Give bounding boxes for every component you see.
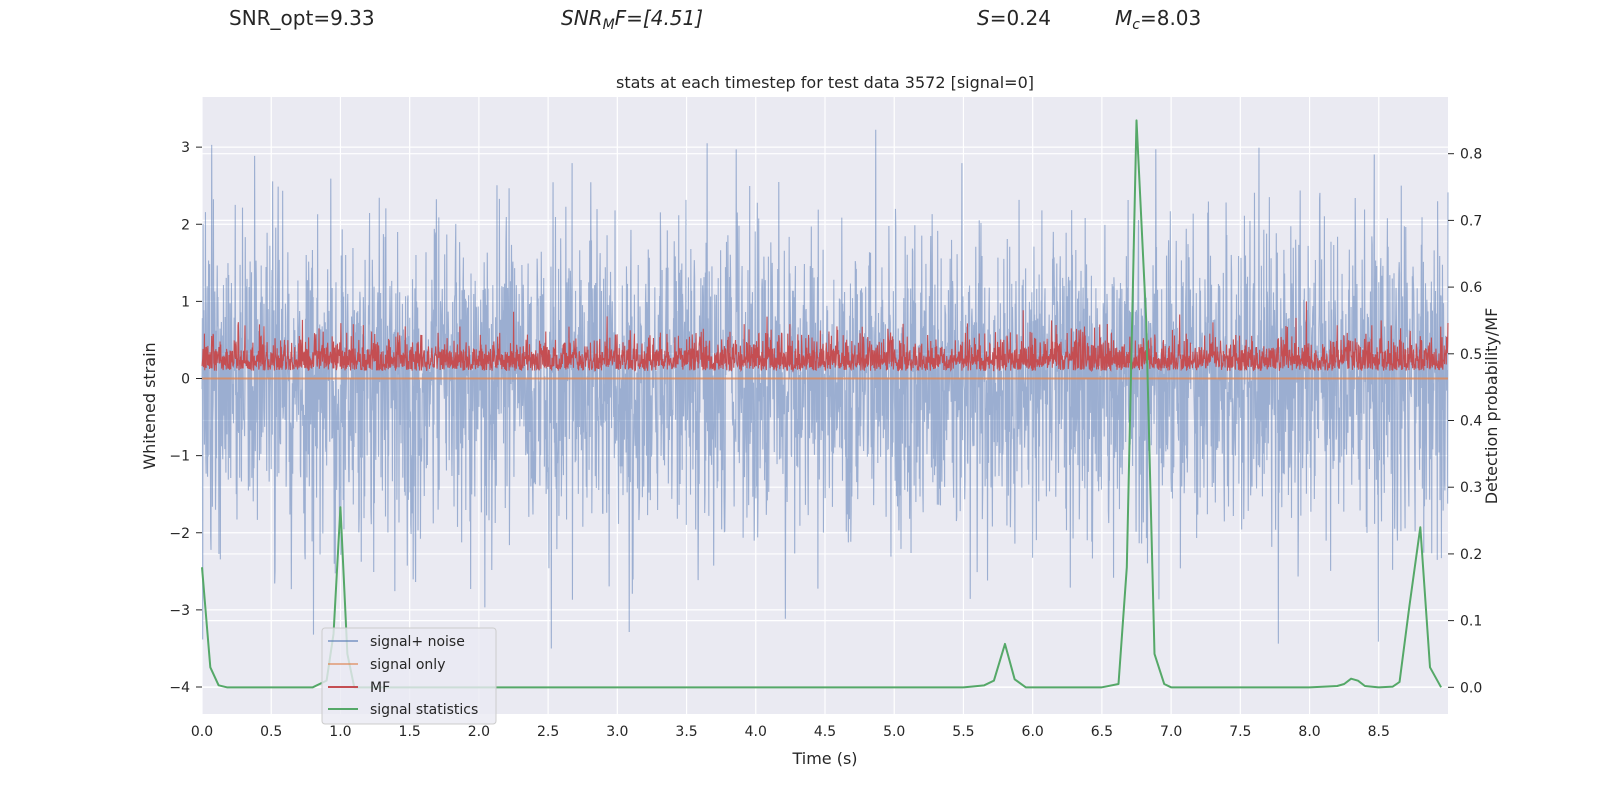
y2-tick-label: 0.5 bbox=[1460, 347, 1482, 363]
s-value: =0.24 bbox=[990, 6, 1051, 30]
chart-title: stats at each timestep for test data 357… bbox=[616, 73, 1034, 92]
y-tick-label: 2 bbox=[181, 217, 190, 233]
x-tick-label: 8.0 bbox=[1298, 724, 1320, 740]
y2-tick-label: 0.7 bbox=[1460, 213, 1482, 229]
y2-tick-label: 0.4 bbox=[1460, 414, 1482, 430]
y-tick-label: 3 bbox=[181, 140, 190, 156]
x-tick-label: 8.5 bbox=[1368, 724, 1390, 740]
x-tick-label: 0.5 bbox=[260, 724, 282, 740]
y2-axis-label: Detection probability/MF bbox=[1482, 308, 1501, 505]
x-tick-label: 7.5 bbox=[1229, 724, 1251, 740]
x-tick-label: 6.0 bbox=[1022, 724, 1044, 740]
x-tick-label: 7.0 bbox=[1160, 724, 1182, 740]
x-tick-label: 2.0 bbox=[468, 724, 490, 740]
y2-tick-label: 0.8 bbox=[1460, 147, 1482, 163]
series-line-signal-noise bbox=[201, 129, 1449, 649]
snr-mf-subscript: M bbox=[603, 17, 615, 33]
x-tick-label: 6.5 bbox=[1091, 724, 1113, 740]
mc-label: Mc=8.03 bbox=[1115, 6, 1201, 33]
x-tick-label: 5.5 bbox=[952, 724, 974, 740]
y-tick-label: −4 bbox=[169, 680, 190, 696]
mc-subscript: c bbox=[1132, 17, 1140, 33]
y2-tick-label: 0.6 bbox=[1460, 280, 1482, 296]
legend: signal+ noise signal only MF signal stat… bbox=[321, 627, 497, 725]
y2-tick-label: 0.3 bbox=[1460, 480, 1482, 496]
snr-mf-label: SNRMF=[4.51] bbox=[561, 6, 703, 33]
snr-mf-symbol: SNR bbox=[561, 6, 603, 30]
y-tick-label: −2 bbox=[169, 526, 190, 542]
y-tick-label: 1 bbox=[181, 294, 190, 310]
legend-box bbox=[321, 627, 497, 725]
series-layer bbox=[201, 119, 1449, 689]
x-tick-label: 1.5 bbox=[399, 724, 421, 740]
x-tick-label: 3.5 bbox=[675, 724, 697, 740]
y2-tick-label: 0.1 bbox=[1460, 614, 1482, 630]
legend-label-mf: MF bbox=[370, 680, 390, 696]
legend-label-signal-statistics: signal statistics bbox=[370, 702, 478, 718]
snr-mf-value: F=[4.51] bbox=[615, 6, 703, 30]
mc-symbol: M bbox=[1115, 6, 1132, 30]
x-tick-label: 2.5 bbox=[537, 724, 559, 740]
x-tick-label: 5.0 bbox=[883, 724, 905, 740]
series-line-mf bbox=[201, 301, 1449, 373]
x-axis-label: Time (s) bbox=[791, 749, 857, 768]
snr-opt-label: SNR_opt=9.33 bbox=[229, 6, 375, 30]
mc-value: =8.03 bbox=[1140, 6, 1201, 30]
y-tick-label: −1 bbox=[169, 449, 190, 465]
y-tick-label: −3 bbox=[169, 603, 190, 619]
x-tick-label: 4.0 bbox=[745, 724, 767, 740]
y-axis-label: Whitened strain bbox=[140, 342, 159, 469]
x-tick-label: 4.5 bbox=[814, 724, 836, 740]
y2-tick-label: 0.0 bbox=[1460, 680, 1482, 696]
y2-tick-label: 0.2 bbox=[1460, 547, 1482, 563]
s-symbol: S bbox=[977, 6, 990, 30]
x-tick-label: 0.0 bbox=[191, 724, 213, 740]
y-tick-label: 0 bbox=[181, 372, 190, 388]
legend-label-signal-only: signal only bbox=[370, 657, 445, 673]
x-tick-label: 1.0 bbox=[329, 724, 351, 740]
axes-layer: 0.0 0.5 1.0 1.5 2.0 2.5 3.0 3.5 4.0 4.5 5.0 5.5 6.0 6… bbox=[169, 140, 1482, 740]
s-label: S=0.24 bbox=[977, 6, 1051, 30]
legend-label-signal-noise: signal+ noise bbox=[370, 634, 465, 650]
x-tick-label: 3.0 bbox=[606, 724, 628, 740]
